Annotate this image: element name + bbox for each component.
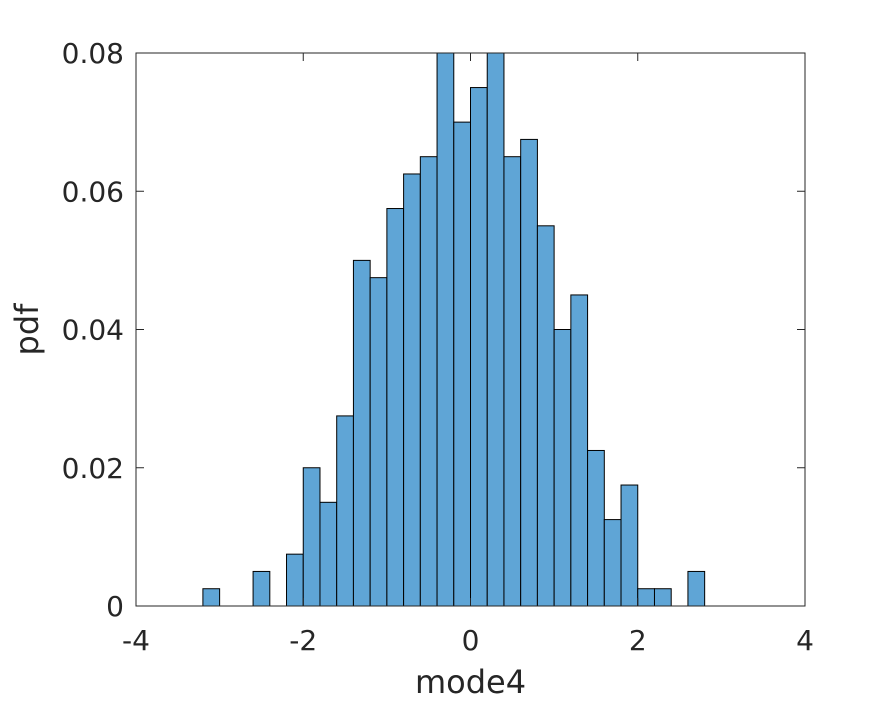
histogram-bar xyxy=(202,588,221,607)
histogram-bar xyxy=(620,484,639,607)
histogram-bar xyxy=(453,121,471,607)
histogram-bar xyxy=(603,519,622,607)
y-tick-label: 0.04 xyxy=(62,314,124,347)
histogram-bar xyxy=(302,467,321,607)
histogram-bar xyxy=(687,570,706,607)
histogram-bar xyxy=(503,156,522,607)
histogram-bar xyxy=(403,173,421,607)
histogram-bar xyxy=(520,138,538,607)
histogram-bar xyxy=(637,588,655,607)
histogram-bar xyxy=(352,259,371,607)
x-tick-label: 2 xyxy=(629,624,647,657)
y-tick-label: 0.06 xyxy=(62,175,124,208)
histogram-bar xyxy=(536,225,555,607)
histogram-bar xyxy=(286,553,304,607)
histogram-bar xyxy=(570,294,589,607)
x-tick-label: 0 xyxy=(462,624,480,657)
y-tick-label: 0 xyxy=(106,590,124,623)
histogram-bar xyxy=(653,588,672,607)
x-axis-label: mode4 xyxy=(415,663,526,701)
histogram-bar xyxy=(553,329,572,607)
x-tick-label: 4 xyxy=(796,624,814,657)
histogram-bar xyxy=(436,52,455,607)
histogram-bars xyxy=(202,52,706,607)
histogram-bar xyxy=(419,156,438,607)
x-tick-label: -4 xyxy=(122,624,150,657)
histogram-bar xyxy=(470,87,488,607)
y-tick-label: 0.08 xyxy=(62,37,124,70)
axis-ticks: -4 -2 0 2 4 0 0.02 0.04 0.06 0.08 xyxy=(62,37,814,657)
histogram-bar xyxy=(336,415,354,607)
histogram-bar xyxy=(486,52,505,607)
y-tick-label: 0.02 xyxy=(62,452,124,485)
histogram-bar xyxy=(369,277,388,607)
histogram-bar xyxy=(319,501,338,607)
histogram-bar xyxy=(252,570,271,607)
histogram-bar xyxy=(386,208,405,607)
y-axis-label: pdf xyxy=(8,303,46,356)
x-tick-label: -2 xyxy=(289,624,317,657)
histogram-bar xyxy=(587,449,605,607)
